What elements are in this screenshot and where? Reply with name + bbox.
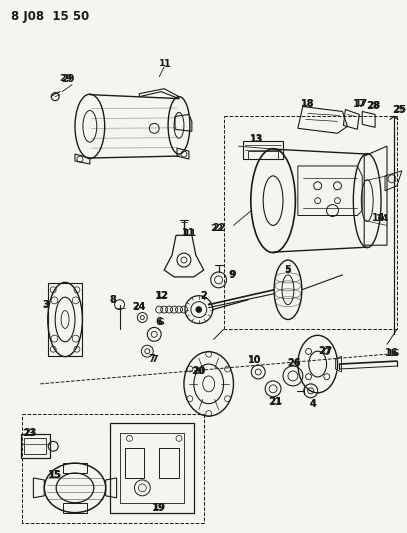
Text: 26: 26: [287, 358, 301, 368]
Text: 7: 7: [149, 354, 155, 364]
Text: 10: 10: [248, 356, 261, 365]
Text: 19: 19: [153, 503, 166, 513]
Text: 12: 12: [155, 290, 169, 301]
Text: 11: 11: [182, 228, 196, 238]
Text: 9: 9: [229, 270, 236, 279]
Text: 14: 14: [375, 214, 389, 223]
Text: 25: 25: [393, 105, 407, 114]
Text: 23: 23: [22, 429, 35, 438]
Text: 28: 28: [368, 101, 381, 110]
Text: 6: 6: [158, 318, 164, 327]
Text: 8: 8: [109, 295, 116, 304]
Bar: [63, 503, 87, 513]
Text: 12: 12: [155, 291, 169, 300]
Text: 4: 4: [309, 399, 316, 409]
Text: 7: 7: [151, 354, 158, 364]
Text: 11: 11: [184, 229, 197, 238]
Text: 29: 29: [61, 74, 75, 84]
Text: 27: 27: [319, 346, 332, 356]
Text: 3: 3: [42, 300, 48, 309]
Bar: [243, 141, 283, 159]
Text: 29: 29: [59, 74, 73, 83]
Text: 26: 26: [287, 359, 300, 368]
Text: 10: 10: [247, 355, 261, 365]
Text: 24: 24: [133, 302, 146, 311]
Text: 18: 18: [301, 99, 315, 108]
Text: 13: 13: [249, 134, 263, 144]
Text: 17: 17: [354, 99, 368, 108]
Text: 21: 21: [269, 397, 283, 406]
Text: 2: 2: [200, 291, 207, 300]
Text: 3: 3: [42, 300, 49, 310]
Text: 14: 14: [372, 213, 386, 223]
Text: 4: 4: [309, 399, 316, 408]
Text: 5: 5: [285, 265, 291, 274]
Text: 20: 20: [191, 367, 204, 376]
Text: 9: 9: [228, 270, 235, 280]
Text: 13: 13: [249, 135, 263, 144]
Text: 6: 6: [156, 318, 162, 327]
Text: 16: 16: [385, 348, 399, 358]
Text: 8: 8: [109, 295, 116, 305]
Text: 1: 1: [164, 59, 171, 69]
Bar: [24, 438, 46, 454]
Text: 22: 22: [212, 223, 225, 233]
Bar: [63, 463, 87, 473]
Text: 20: 20: [192, 366, 206, 376]
Text: 16: 16: [387, 349, 400, 358]
Text: 27: 27: [318, 346, 331, 356]
Text: 23: 23: [24, 429, 37, 439]
Circle shape: [196, 306, 202, 312]
Text: 21: 21: [268, 397, 282, 407]
Text: 17: 17: [352, 99, 366, 109]
Text: 8 J08  15 50: 8 J08 15 50: [11, 11, 89, 23]
Text: 25: 25: [392, 104, 406, 115]
Text: 22: 22: [210, 224, 223, 233]
Bar: [20, 434, 50, 458]
Text: 1: 1: [159, 60, 166, 68]
Text: 19: 19: [153, 503, 166, 512]
Bar: [248, 151, 278, 159]
Text: 28: 28: [366, 101, 380, 110]
Text: 18: 18: [301, 99, 315, 109]
Text: 2: 2: [200, 290, 207, 301]
Text: 15: 15: [48, 471, 62, 480]
Text: 15: 15: [48, 470, 62, 480]
Text: 5: 5: [284, 265, 291, 275]
Text: 24: 24: [133, 302, 146, 312]
